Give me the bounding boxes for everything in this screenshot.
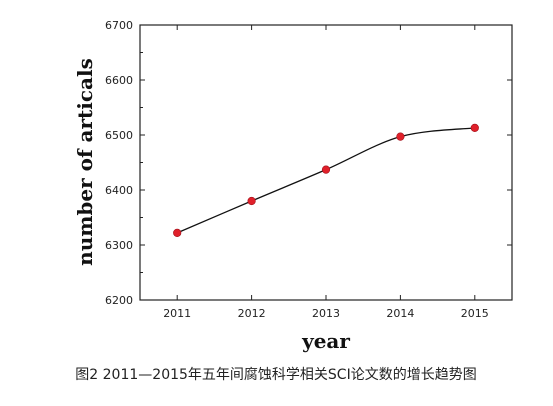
data-point-2015: [470, 123, 479, 132]
data-point-2014: [396, 132, 405, 141]
figure-caption: 图2 2011—2015年五年间腐蚀科学相关SCI论文数的增长趋势图: [75, 366, 476, 383]
y-axis-ticks: 6200 6300 6400 6500 6600 6700: [105, 19, 512, 307]
y-tick-label-4: 6600: [105, 74, 133, 87]
data-point-2013: [321, 165, 331, 174]
x-tick-label-4: 2015: [461, 307, 489, 320]
y-axis-title: number of articals: [73, 58, 97, 266]
y-tick-label-3: 6500: [105, 129, 133, 142]
x-tick-label-1: 2012: [238, 307, 266, 320]
data-points: [173, 123, 479, 237]
y-tick-label-1: 6300: [105, 239, 133, 252]
y-tick-label-5: 6700: [105, 19, 133, 32]
plot-frame: [139, 24, 513, 301]
y-tick-label-0: 6200: [105, 294, 133, 307]
trend-line: [176, 127, 475, 234]
x-tick-label-3: 2014: [386, 307, 414, 320]
y-tick-label-2: 6400: [105, 184, 133, 197]
x-axis-title: year: [301, 329, 350, 353]
x-tick-label-2: 2013: [312, 307, 340, 320]
x-axis-ticks: 2011 2012 2013 2014 2015: [163, 25, 489, 320]
x-tick-label-0: 2011: [163, 307, 191, 320]
data-point-2011: [173, 228, 182, 237]
data-point-2012: [247, 196, 256, 206]
